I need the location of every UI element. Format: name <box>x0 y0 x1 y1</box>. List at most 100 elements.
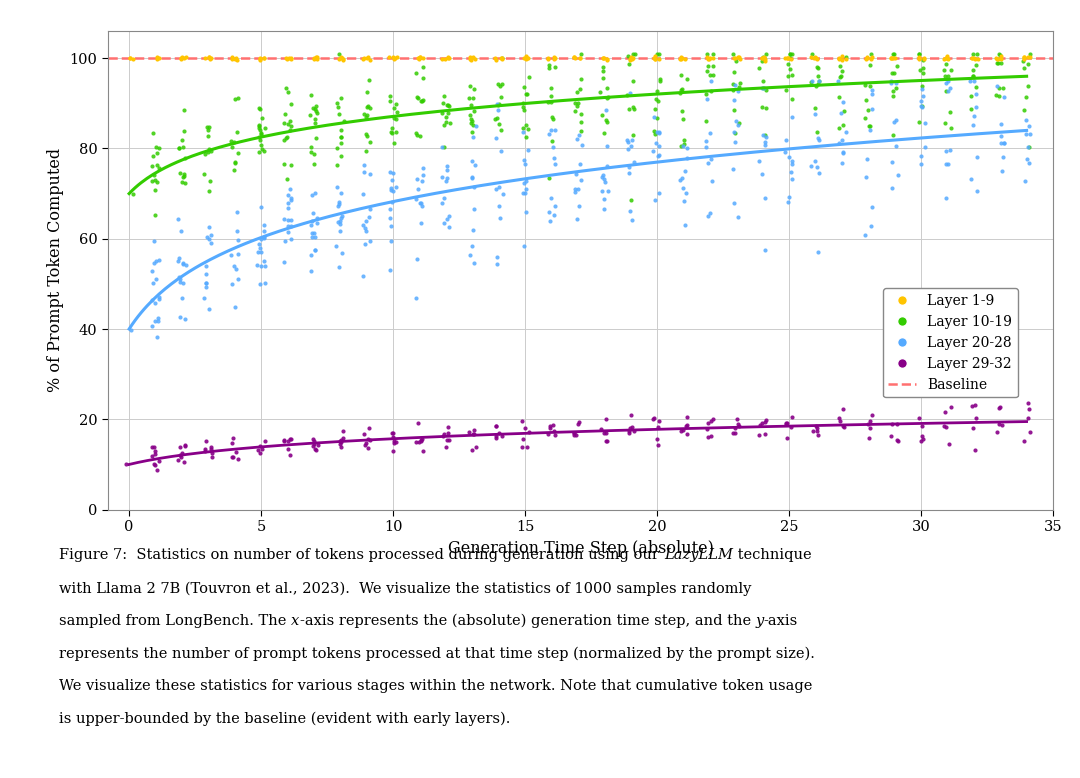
Point <box>913 158 930 170</box>
Point <box>171 272 188 284</box>
Point <box>251 121 268 134</box>
Point <box>434 107 451 120</box>
Point <box>329 200 347 212</box>
Point <box>940 75 957 87</box>
Point <box>461 51 478 64</box>
Point <box>678 411 696 423</box>
Point <box>778 432 795 444</box>
Point <box>488 98 505 110</box>
Point <box>519 123 537 135</box>
Point <box>651 149 669 162</box>
Point <box>545 209 563 222</box>
Point <box>599 91 617 103</box>
Point <box>624 52 642 65</box>
Point <box>994 165 1011 177</box>
Point <box>810 167 827 180</box>
Point <box>808 126 825 138</box>
Point <box>355 428 373 440</box>
Point <box>275 134 293 146</box>
Point <box>943 401 960 413</box>
Point <box>806 51 823 64</box>
Point <box>256 260 273 272</box>
Point <box>386 137 403 149</box>
Point <box>255 231 272 244</box>
Point <box>333 136 350 149</box>
Point <box>411 51 429 64</box>
Point <box>541 215 558 227</box>
Point <box>672 425 689 437</box>
Point <box>726 52 743 65</box>
Point <box>174 292 191 304</box>
Point <box>621 58 638 71</box>
Point <box>544 113 562 125</box>
Point <box>598 92 616 104</box>
Point <box>886 116 903 128</box>
Point <box>673 82 690 95</box>
Point <box>1016 175 1034 187</box>
Point <box>915 52 932 65</box>
Point <box>463 172 481 184</box>
Point <box>408 253 426 265</box>
Point <box>751 155 768 167</box>
Point <box>201 51 218 64</box>
Point <box>256 254 273 267</box>
Point <box>989 53 1007 65</box>
Point <box>174 257 191 269</box>
Point <box>915 433 932 446</box>
Point <box>253 260 270 272</box>
Point <box>651 73 669 86</box>
Point <box>1015 62 1032 75</box>
Point <box>175 277 192 289</box>
Point <box>645 124 662 137</box>
Point <box>302 265 320 277</box>
Point <box>704 47 721 60</box>
Point <box>729 86 746 98</box>
Point <box>275 434 293 447</box>
Point <box>303 231 321 244</box>
Point <box>651 75 669 87</box>
Point <box>674 182 691 194</box>
Point <box>435 119 453 131</box>
Point <box>227 53 244 65</box>
Point <box>674 104 691 117</box>
Point <box>172 53 189 65</box>
Point <box>856 94 874 107</box>
Point <box>387 98 404 110</box>
Point <box>757 138 774 151</box>
Point <box>544 419 562 431</box>
Point <box>703 75 720 87</box>
Point <box>967 443 984 456</box>
Point <box>861 124 878 136</box>
Point <box>280 51 297 64</box>
Point <box>333 131 350 143</box>
Point <box>782 166 799 178</box>
Point <box>545 425 563 437</box>
Point <box>964 64 982 76</box>
Point <box>229 248 246 261</box>
Point <box>597 114 615 126</box>
Point <box>309 51 326 63</box>
Point <box>517 53 535 65</box>
Point <box>699 416 716 429</box>
Point <box>226 163 243 176</box>
Point <box>465 257 483 269</box>
Point <box>334 432 351 444</box>
Point <box>962 90 980 103</box>
Point <box>176 168 193 180</box>
Point <box>198 281 215 293</box>
Point <box>171 251 188 264</box>
Point <box>407 293 424 305</box>
Point <box>436 53 454 65</box>
Point <box>362 235 379 247</box>
Point <box>885 89 902 102</box>
Point <box>146 169 163 181</box>
Point <box>542 89 559 102</box>
Point <box>913 95 930 107</box>
Point <box>1022 128 1039 140</box>
Point <box>566 51 583 63</box>
Point <box>913 100 930 112</box>
Point <box>203 447 220 459</box>
Point <box>306 244 323 256</box>
Point <box>860 104 877 117</box>
Point <box>409 183 427 195</box>
